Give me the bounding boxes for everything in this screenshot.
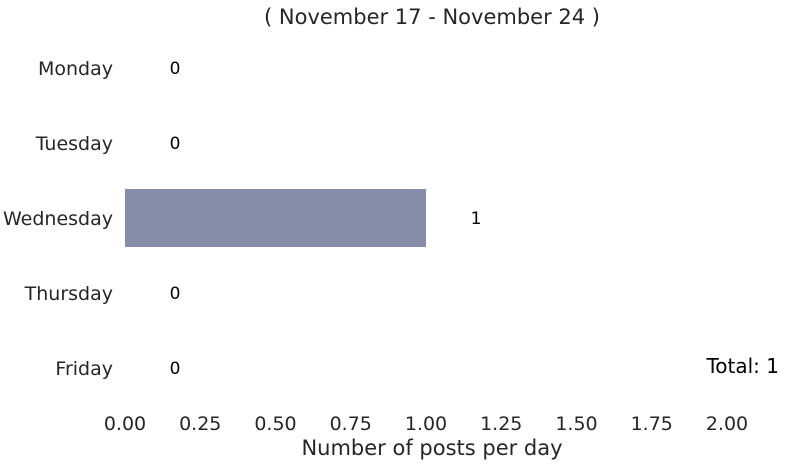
data-label-friday: 0 [170, 359, 181, 379]
category-labels: Monday Tuesday Wednesday Thursday Friday [3, 58, 113, 380]
data-label-tuesday: 0 [170, 134, 181, 154]
data-label-thursday: 0 [170, 284, 181, 304]
bars-group [125, 189, 426, 247]
x-tick-label: 1.00 [405, 413, 447, 435]
category-label-tuesday: Tuesday [35, 133, 113, 155]
x-tick-label: 1.50 [555, 413, 597, 435]
category-label-wednesday: Wednesday [3, 208, 113, 230]
x-axis-ticks: 0.00 0.25 0.50 0.75 1.00 1.25 1.50 1.75 2.00 [104, 413, 748, 435]
bar-wednesday [125, 189, 426, 247]
x-tick-label: 1.75 [631, 413, 673, 435]
data-labels: 0 0 1 0 0 [170, 59, 482, 379]
data-label-wednesday: 1 [471, 209, 482, 229]
x-tick-label: 1.25 [480, 413, 522, 435]
chart-title: ( November 17 - November 24 ) [264, 5, 600, 29]
x-tick-label: 0.50 [254, 413, 296, 435]
category-label-thursday: Thursday [24, 283, 113, 305]
x-tick-label: 0.75 [330, 413, 372, 435]
total-annotation: Total: 1 [705, 354, 779, 378]
x-tick-label: 0.00 [104, 413, 146, 435]
x-tick-label: 2.00 [706, 413, 748, 435]
data-label-monday: 0 [170, 59, 181, 79]
category-label-monday: Monday [38, 58, 113, 80]
x-tick-label: 0.25 [179, 413, 221, 435]
category-label-friday: Friday [55, 358, 113, 380]
x-axis-label: Number of posts per day [301, 436, 562, 460]
